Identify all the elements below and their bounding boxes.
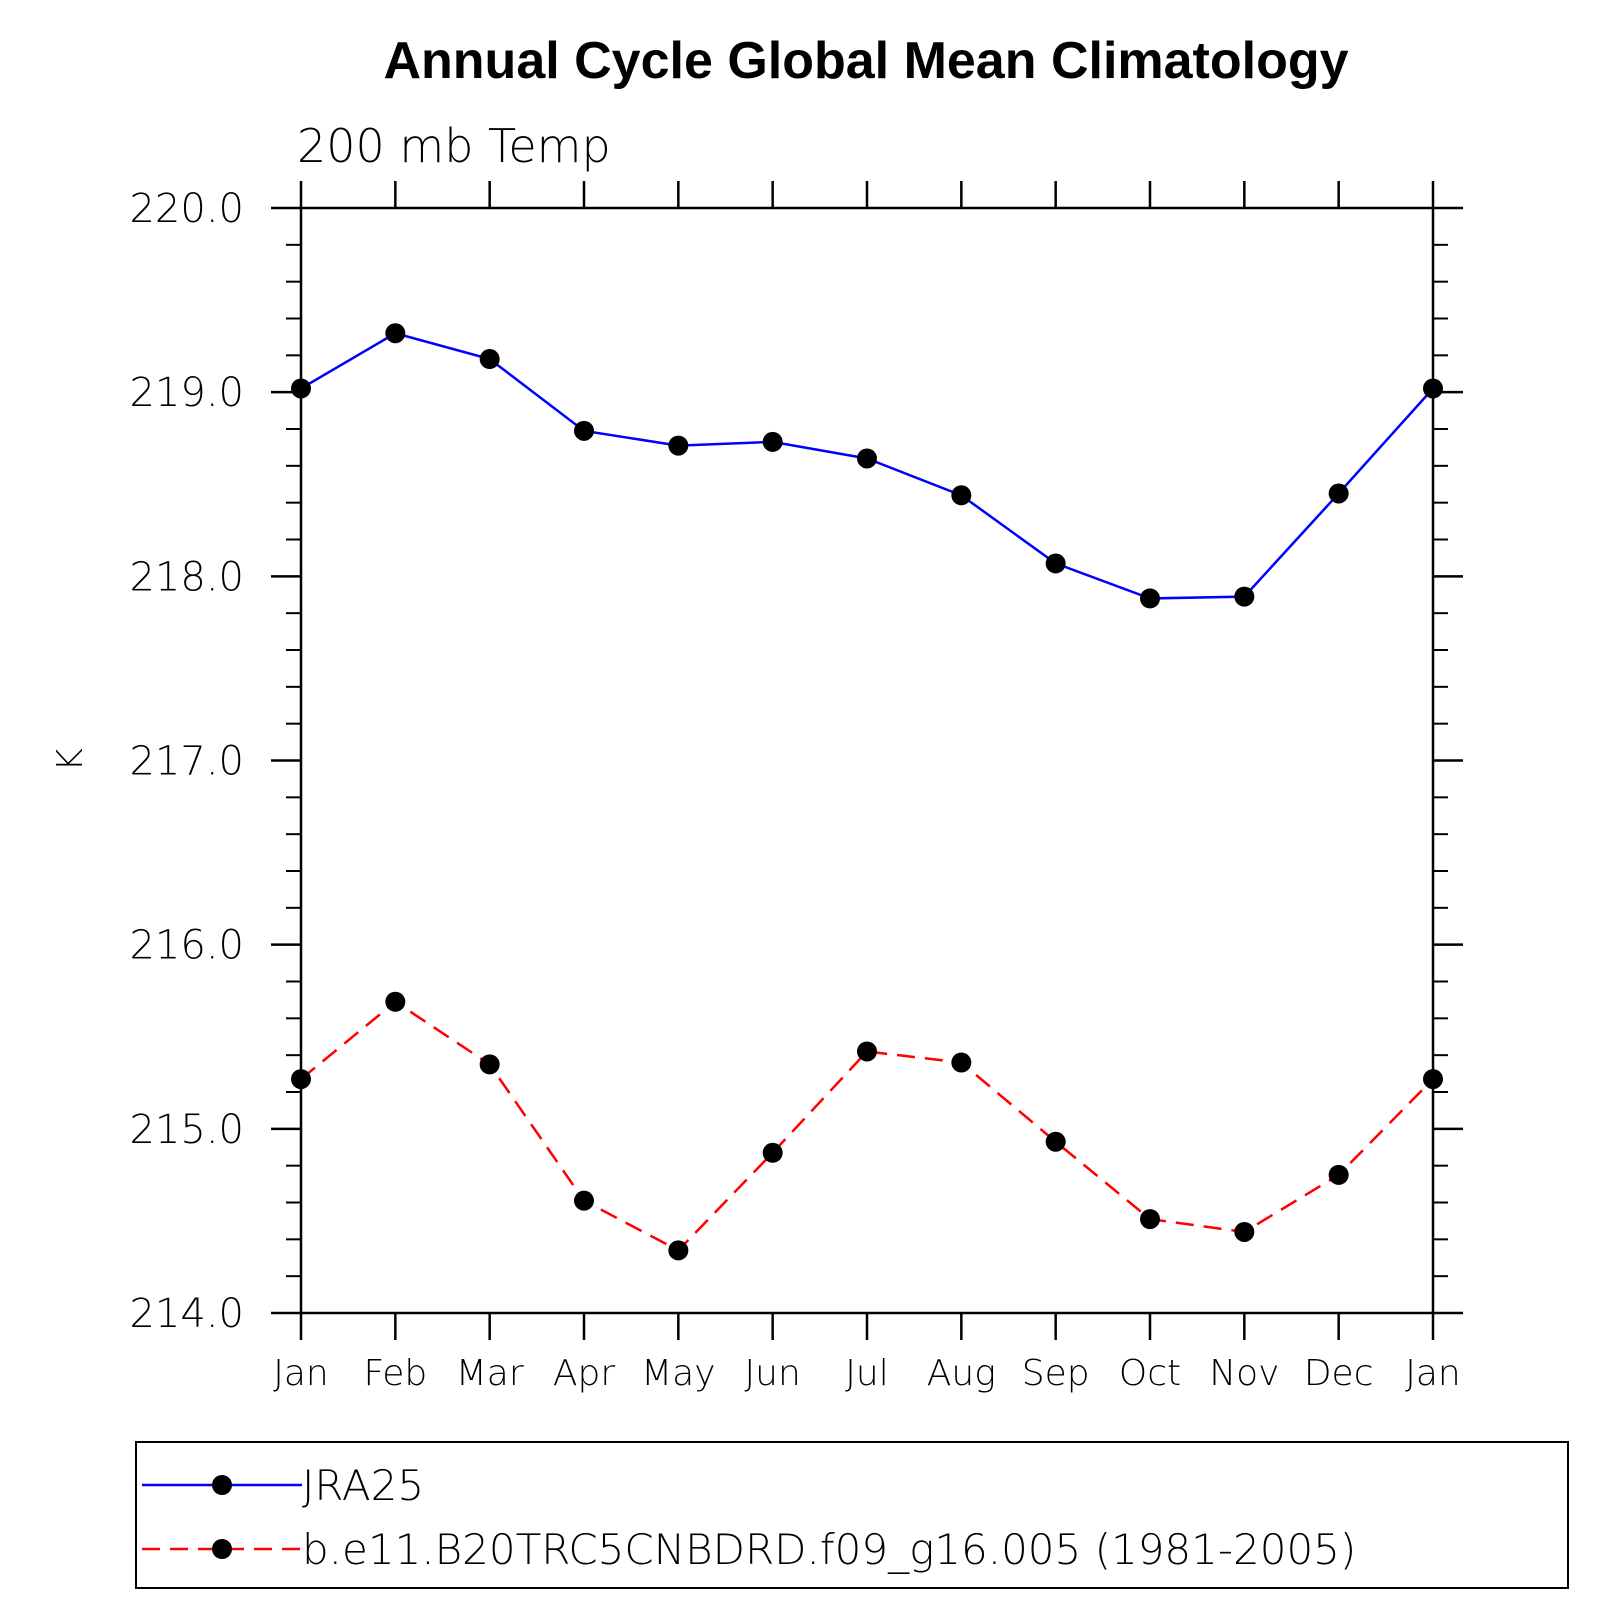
chart-title: Annual Cycle Global Mean Climatology [383,32,1348,90]
y-tick-label: 215.0 [129,1107,244,1153]
data-point [668,435,689,456]
data-point [1234,1221,1255,1242]
series-layer [291,323,1443,1261]
data-point [479,349,500,370]
x-tick-label: Jun [745,1353,801,1394]
y-tick-label: 219.0 [129,370,244,416]
y-tick-label: 217.0 [129,739,244,785]
data-point [762,1142,783,1163]
y-tick-label: 218.0 [129,554,244,600]
data-point [1423,378,1443,399]
data-point [668,1240,689,1261]
data-point [1423,1069,1443,1090]
series-line [300,1000,1434,1252]
data-point [857,448,877,469]
x-tick-label: Mar [456,1353,524,1394]
y-tick-label: 216.0 [129,923,244,969]
data-point [479,1054,500,1075]
data-point [385,991,406,1012]
y-tick-label: 214.0 [129,1291,244,1337]
plot-frame [299,206,1435,1315]
x-tick-label: May [641,1353,715,1394]
data-point [857,1041,877,1062]
x-tick-label: Jan [273,1353,329,1394]
x-tick-label: Nov [1209,1353,1279,1394]
data-point [1328,483,1349,504]
x-tick-label: Oct [1119,1353,1181,1394]
x-tick-label: Apr [553,1353,615,1394]
x-tick-label: Dec [1304,1353,1374,1394]
data-point [574,420,594,441]
data-point [574,1190,594,1211]
data-point [1328,1164,1349,1185]
legend-marker-jra25 [212,1475,232,1495]
series-1 [291,991,1443,1261]
legend-label-model: b.e11.B20TRC5CNBDRD.f09_g16.005 (1981-20… [302,1525,1356,1574]
data-point [1140,588,1160,609]
legend-marker-model [212,1539,232,1559]
data-point [951,1052,972,1073]
y-tick-label: 220.0 [129,186,244,232]
legend-box [135,1441,1569,1589]
plot-axes: Jan Feb Mar Apr May Jun Jul Aug Sep Oct Nov Dec Jan 2… [129,181,1463,1394]
series-0 [291,323,1443,609]
data-point [951,485,972,506]
data-point [1045,553,1066,574]
x-tick-label: Jan [1405,1353,1461,1394]
x-tick-label: Feb [363,1353,427,1394]
data-point [1234,586,1255,607]
x-tick-label: Sep [1022,1353,1090,1394]
legend-label-jra25: JRA25 [302,1461,424,1510]
data-point [1140,1209,1160,1230]
data-point [291,1069,311,1090]
chart-subtitle: 200 mb Temp [297,119,611,173]
data-point [762,431,783,452]
data-point [385,323,406,344]
legend: JRA25 b.e11.B20TRC5CNBDRD.f09_g16.005 (1… [135,1441,1569,1589]
x-tick-label: Jul [845,1353,888,1394]
x-tick-label: Aug [927,1353,996,1394]
data-point [1045,1131,1066,1152]
data-point [291,378,311,399]
y-axis-label: K [50,748,91,772]
